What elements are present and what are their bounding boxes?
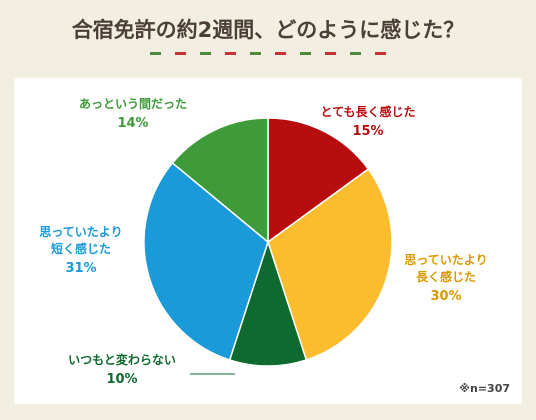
slice-percent-2: 10% [106, 372, 137, 387]
pie-slice-1 [267, 168, 393, 361]
pie-slice-4 [171, 117, 269, 244]
pie-slice-2 [228, 239, 308, 367]
slice-label-1: 思っていたより [404, 253, 487, 267]
title-dash [300, 52, 311, 55]
title-dash [175, 52, 186, 55]
title-dash [250, 52, 261, 55]
title-dash [275, 52, 286, 55]
title-dash [150, 52, 161, 55]
pie-chart: とても長く感じた15%思っていたより長く感じた30%いつもと変わらない10%思っ… [39, 97, 510, 395]
title-dash [325, 52, 336, 55]
pie-slice-0 [267, 117, 370, 244]
slice-label-2: いつもと変わらない [68, 352, 176, 367]
pie-slice-3 [143, 161, 269, 361]
slice-label-0: とても長く感じた [320, 104, 415, 119]
slice-percent-4: 14% [117, 116, 148, 131]
title-dash [375, 52, 386, 55]
title-dash-divider [150, 52, 386, 55]
chart-card: とても長く感じた 15% 思っていたより 長く感じた 30% いつもと変わらない 10% 思っ… [14, 78, 522, 404]
title-dash [200, 52, 211, 55]
slice-percent-3: 31% [65, 261, 96, 276]
sample-size-note: ※n=307 [459, 382, 510, 395]
slice-label-4: あっという間だった [79, 97, 187, 111]
slice-label-3: 思っていたより [39, 225, 122, 239]
slice-percent-1: 30% [430, 289, 461, 304]
slice-percent-0: 15% [352, 124, 383, 139]
slice-label-3: 短く感じた [51, 241, 111, 256]
title-dash [350, 52, 361, 55]
slice-label-1: 長く感じた [416, 269, 476, 284]
title-dash [225, 52, 236, 55]
page-title: 合宿免許の約2週間、どのように感じた？ [71, 18, 465, 42]
